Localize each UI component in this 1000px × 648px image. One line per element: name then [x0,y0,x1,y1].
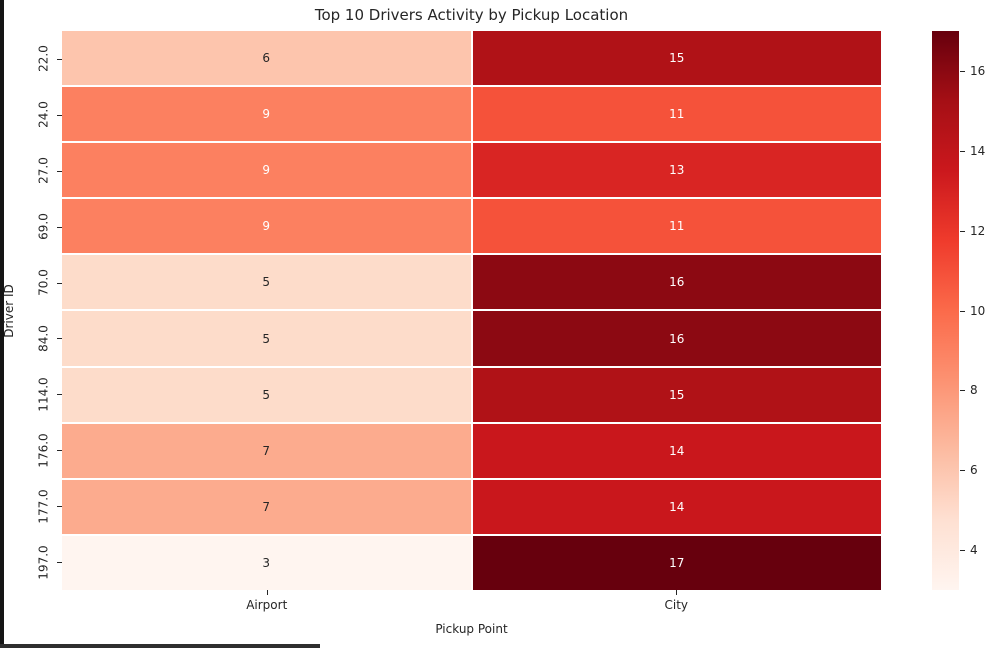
heatmap-cell: 11 [472,87,881,142]
cell-value: 9 [262,163,271,178]
colorbar-tick-label: 8 [970,383,978,398]
heatmap-cell: 5 [62,311,471,366]
heatmap-cell: 5 [62,255,471,310]
cell-value: 3 [262,555,271,570]
y-tick-mark [57,282,62,284]
colorbar-tick-label: 10 [970,303,986,318]
x-tick-label: City [664,598,689,612]
window-edge-left [0,0,4,648]
y-tick-mark [57,170,62,172]
cell-value: 7 [262,499,271,514]
colorbar-tick-mark [960,550,965,552]
cell-value: 5 [262,387,271,402]
heatmap-cell: 9 [62,87,471,142]
cell-value: 5 [262,331,271,346]
cell-value: 5 [262,275,271,290]
y-tick-mark [57,114,62,116]
heatmap-cell: 15 [472,367,881,422]
cell-value: 7 [262,443,271,458]
colorbar-tick-mark [960,70,965,72]
cell-value: 15 [669,51,685,66]
cell-value: 11 [669,219,685,234]
colorbar-tick-mark [960,470,965,472]
heatmap-cell: 16 [472,255,881,310]
y-tick-mark [57,450,62,452]
y-tick-label: 69.0 [36,213,51,240]
x-tick-mark [676,590,678,595]
x-axis-label: Pickup Point [435,622,508,636]
heatmap-cell: 6 [62,31,471,86]
cell-value: 17 [669,555,685,570]
x-tick-mark [266,590,268,595]
y-tick-label: 177.0 [36,488,51,524]
colorbar-tick-label: 12 [970,223,986,238]
colorbar-tick-label: 6 [970,463,978,478]
colorbar-tick-mark [960,310,965,312]
colorbar [932,31,959,590]
heatmap-cell: 13 [472,143,881,198]
colorbar-tick-mark [960,390,965,392]
y-tick-mark [57,226,62,228]
heatmap-cell: 16 [472,311,881,366]
heatmap-cell: 17 [472,535,881,590]
colorbar-tick-mark [960,230,965,232]
y-tick-mark [57,338,62,340]
heatmap-cell: 15 [472,31,881,86]
y-tick-mark [57,562,62,564]
heatmap-cell: 9 [62,143,471,198]
y-tick-label: 27.0 [36,157,51,185]
cell-value: 16 [669,275,685,290]
heatmap-grid: 6 15 9 11 9 13 9 11 5 16 5 16 5 15 7 14 7 14 3 17 [62,31,881,590]
colorbar-tick-label: 14 [970,143,986,158]
cell-value: 9 [262,107,271,122]
y-tick-mark [57,58,62,60]
heatmap-cell: 11 [472,199,881,254]
window-edge-bottom [0,644,320,648]
cell-value: 6 [262,51,271,66]
cell-value: 11 [669,107,685,122]
y-tick-label: 84.0 [36,325,51,352]
colorbar-tick-label: 4 [970,543,978,558]
cell-value: 15 [669,387,685,402]
heatmap-cell: 14 [472,423,881,478]
y-tick-mark [57,506,62,508]
y-tick-label: 22.0 [36,45,51,73]
cell-value: 14 [669,499,685,514]
heatmap-cell: 9 [62,199,471,254]
heatmap-cell: 3 [62,535,471,590]
y-tick-label: 176.0 [36,433,51,468]
y-tick-label: 114.0 [36,377,51,412]
y-axis-label: Driver ID [2,284,16,338]
y-tick-label: 70.0 [36,269,51,296]
cell-value: 13 [669,163,685,178]
heatmap-cell: 7 [62,479,471,534]
heatmap-cell: 7 [62,423,471,478]
heatmap-cell: 5 [62,367,471,422]
y-tick-label: 197.0 [36,544,51,580]
cell-value: 16 [669,331,685,346]
y-tick-label: 24.0 [36,101,51,129]
heatmap-cell: 14 [472,479,881,534]
chart-title: Top 10 Drivers Activity by Pickup Locati… [314,6,629,24]
cell-value: 9 [262,219,271,234]
colorbar-tick-mark [960,150,965,152]
cell-value: 14 [669,443,685,458]
colorbar-tick-label: 16 [970,63,986,78]
y-tick-mark [57,394,62,396]
x-tick-label: Airport [246,598,288,612]
